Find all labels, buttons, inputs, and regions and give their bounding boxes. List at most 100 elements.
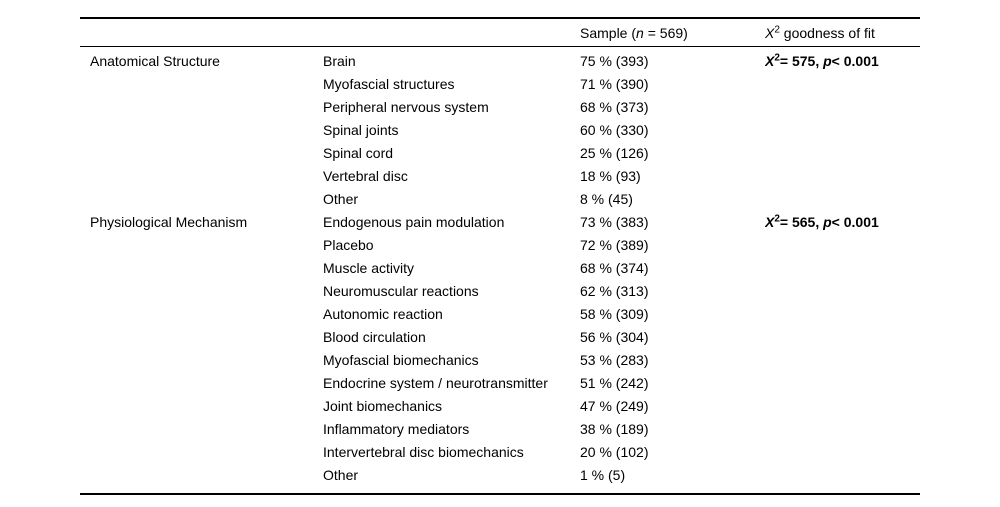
table-row: Myofascial biomechanics 53 % (283) <box>80 349 920 372</box>
chi-header-sup: 2 <box>774 24 780 35</box>
item-cell: Intervertebral disc biomechanics <box>323 444 524 460</box>
results-table: Sample (n = 569) X2 goodness of fit Anat… <box>80 17 920 495</box>
chi-cell <box>765 96 920 119</box>
value-cell: 62 % (313) <box>580 283 649 299</box>
item-cell: Vertebral disc <box>323 168 408 184</box>
value-cell: 71 % (390) <box>580 76 649 92</box>
category-cell: Anatomical Structure <box>90 53 220 69</box>
category-cell <box>90 165 323 188</box>
sample-column-header: Sample (n = 569) <box>580 25 765 41</box>
table-row: Muscle activity 68 % (374) <box>80 257 920 280</box>
value-cell: 68 % (374) <box>580 260 649 276</box>
chi-sup: 2 <box>774 213 780 225</box>
chi-cell <box>765 119 920 142</box>
item-cell: Myofascial structures <box>323 76 455 92</box>
chi-cell <box>765 372 920 395</box>
table-row: Inflammatory mediators 38 % (189) <box>80 418 920 441</box>
category-cell <box>90 96 323 119</box>
item-cell: Spinal joints <box>323 122 399 138</box>
value-cell: 25 % (126) <box>580 145 649 161</box>
category-cell <box>90 188 323 211</box>
chi-cell <box>765 464 920 487</box>
category-cell <box>90 280 323 303</box>
chi-cell <box>765 349 920 372</box>
category-cell <box>90 73 323 96</box>
value-cell: 1 % (5) <box>580 467 626 483</box>
value-cell: 20 % (102) <box>580 444 649 460</box>
item-cell: Blood circulation <box>323 329 426 345</box>
chi-header-x: X <box>765 24 775 41</box>
chi-p: p <box>823 53 832 69</box>
category-cell <box>90 119 323 142</box>
value-cell: 75 % (393) <box>580 53 649 69</box>
value-cell: 38 % (189) <box>580 421 649 437</box>
item-cell: Neuromuscular reactions <box>323 283 479 299</box>
item-cell: Endogenous pain modulation <box>323 214 505 230</box>
value-cell: 73 % (383) <box>580 214 649 230</box>
table-row: Joint biomechanics 47 % (249) <box>80 395 920 418</box>
chi-tail: < 0.001 <box>831 214 879 230</box>
table-row: Myofascial structures 71 % (390) <box>80 73 920 96</box>
value-cell: 8 % (45) <box>580 191 633 207</box>
chi-p: p <box>823 214 832 230</box>
chi-cell <box>765 73 920 96</box>
category-cell: Physiological Mechanism <box>90 214 248 230</box>
item-cell: Brain <box>323 53 356 69</box>
value-cell: 60 % (330) <box>580 122 649 138</box>
table-row: Endocrine system / neurotransmitter 51 % … <box>80 372 920 395</box>
chi-cell <box>765 257 920 280</box>
chi-cell <box>765 280 920 303</box>
chi-cell: X2= 565, p< 0.001 <box>765 211 920 234</box>
value-cell: 56 % (304) <box>580 329 649 345</box>
table-row: Autonomic reaction 58 % (309) <box>80 303 920 326</box>
chi-cell <box>765 142 920 165</box>
item-cell: Myofascial biomechanics <box>323 352 479 368</box>
chi-cell <box>765 165 920 188</box>
table-row: Intervertebral disc biomechanics 20 % (10… <box>80 441 920 464</box>
item-cell: Endocrine system / neurotransmitter <box>323 375 548 391</box>
sample-header-n: n <box>636 24 644 41</box>
table-row: Blood circulation 56 % (304) <box>80 326 920 349</box>
table-row: Peripheral nervous system 68 % (373) <box>80 96 920 119</box>
chi-cell <box>765 418 920 441</box>
category-cell <box>90 464 323 487</box>
chi-mid: = 565, <box>779 214 824 230</box>
category-cell <box>90 142 323 165</box>
category-cell <box>90 441 323 464</box>
value-cell: 68 % (373) <box>580 99 649 115</box>
chi-mid: = 575, <box>779 53 824 69</box>
table-row: Vertebral disc 18 % (93) <box>80 165 920 188</box>
chi-x: X <box>765 53 775 69</box>
category-cell <box>90 234 323 257</box>
value-cell: 47 % (249) <box>580 398 649 414</box>
sample-header-prefix: Sample ( <box>580 24 637 41</box>
category-cell <box>90 418 323 441</box>
table-row: Spinal joints 60 % (330) <box>80 119 920 142</box>
category-cell <box>90 326 323 349</box>
chi-cell: X2= 575, p< 0.001 <box>765 50 920 73</box>
category-cell <box>90 257 323 280</box>
item-cell: Other <box>323 467 359 483</box>
sample-header-suffix: = 569) <box>643 24 688 41</box>
value-cell: 58 % (309) <box>580 306 649 322</box>
chi-column-header: X2 goodness of fit <box>765 25 920 41</box>
item-cell: Spinal cord <box>323 145 394 161</box>
item-cell: Peripheral nervous system <box>323 99 489 115</box>
table-row: Placebo 72 % (389) <box>80 234 920 257</box>
chi-sup: 2 <box>774 52 780 64</box>
value-cell: 53 % (283) <box>580 352 649 368</box>
chi-header-rest: goodness of fit <box>779 24 875 41</box>
chi-cell <box>765 441 920 464</box>
category-cell <box>90 372 323 395</box>
table-row: Physiological Mechanism Endogenous pain m… <box>80 211 920 234</box>
item-cell: Joint biomechanics <box>323 398 443 414</box>
table-row: Neuromuscular reactions 62 % (313) <box>80 280 920 303</box>
chi-cell <box>765 326 920 349</box>
category-cell <box>90 395 323 418</box>
item-cell: Autonomic reaction <box>323 306 443 322</box>
chi-x: X <box>765 214 775 230</box>
item-cell: Inflammatory mediators <box>323 421 470 437</box>
value-cell: 18 % (93) <box>580 168 641 184</box>
table-row: Other 8 % (45) <box>80 188 920 211</box>
chi-cell <box>765 188 920 211</box>
